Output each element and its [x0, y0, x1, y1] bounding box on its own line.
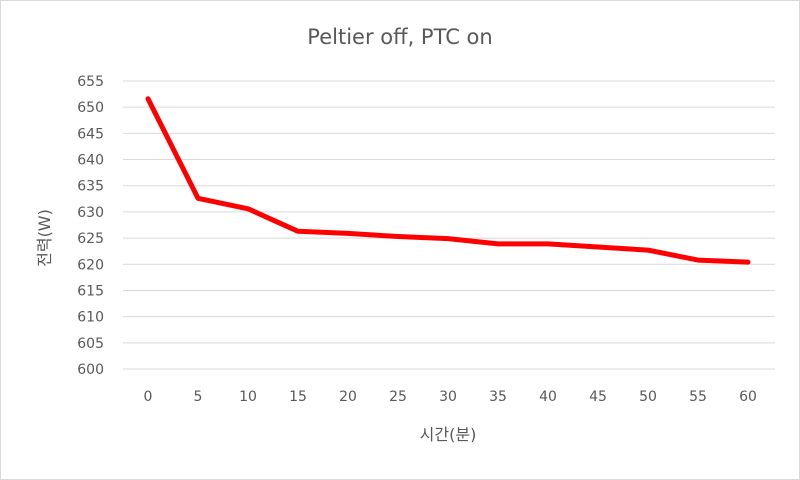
y-tick-label: 645 — [77, 126, 104, 142]
y-tick-label: 640 — [77, 153, 104, 169]
x-tick-label: 20 — [339, 389, 357, 405]
x-tick-label: 5 — [194, 389, 203, 405]
x-tick-label: 25 — [389, 389, 407, 405]
x-tick-label: 45 — [589, 389, 607, 405]
x-tick-label: 60 — [739, 389, 757, 405]
gridlines — [123, 80, 775, 370]
x-tick-label: 15 — [289, 389, 307, 405]
chart-title: Peltier off, PTC on — [307, 25, 492, 49]
x-tick-label: 55 — [689, 389, 707, 405]
series-line — [145, 96, 751, 265]
y-tick-label: 605 — [77, 336, 104, 352]
x-axis-label: 시간(분) — [420, 425, 477, 444]
y-tick-label: 620 — [77, 257, 104, 273]
x-tick-label: 10 — [239, 389, 257, 405]
y-axis-label: 전력(W) — [35, 209, 54, 267]
y-tick-label: 630 — [77, 205, 104, 221]
x-tick-label: 35 — [489, 389, 507, 405]
y-tick-label: 625 — [77, 231, 104, 247]
y-axis-ticks: 600 605 610 615 620 625 630 635 640 645 650 655 — [77, 74, 104, 378]
y-tick-label: 610 — [77, 310, 104, 326]
y-tick-label: 615 — [77, 283, 104, 299]
x-tick-label: 40 — [539, 389, 557, 405]
y-tick-label: 635 — [77, 179, 104, 195]
y-tick-label: 655 — [77, 74, 104, 90]
y-tick-label: 650 — [77, 100, 104, 116]
x-axis-ticks: 0 5 10 15 20 25 30 35 40 45 50 55 60 — [144, 389, 757, 405]
x-tick-label: 30 — [439, 389, 457, 405]
y-tick-label: 600 — [77, 362, 104, 378]
x-tick-label: 50 — [639, 389, 657, 405]
x-tick-label: 0 — [144, 389, 153, 405]
